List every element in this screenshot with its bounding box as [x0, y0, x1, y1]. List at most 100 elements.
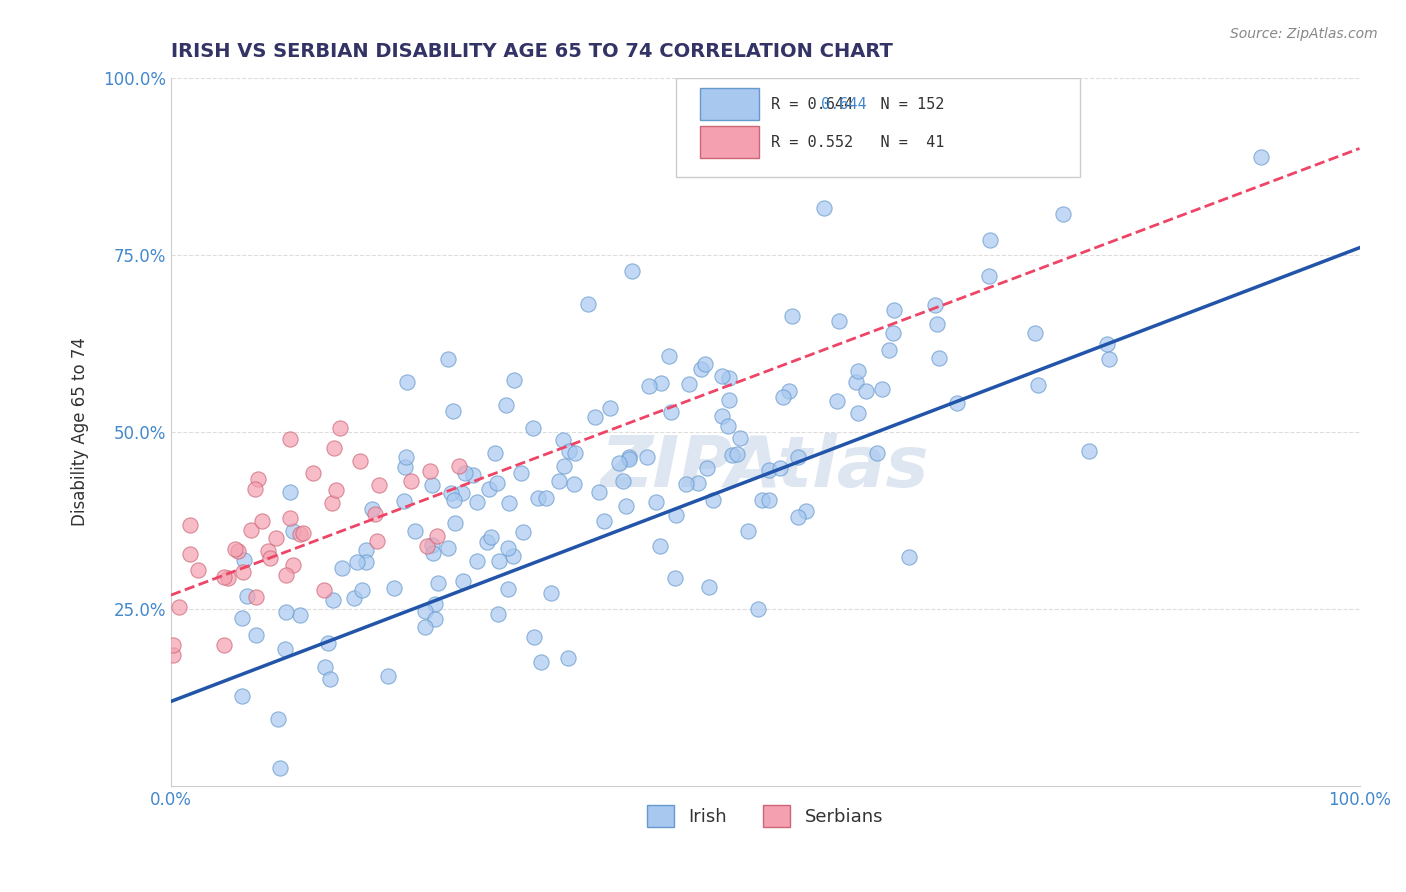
Irish: [495, 398, 517, 412]
Irish: [441, 403, 464, 417]
Irish: [599, 401, 621, 415]
FancyBboxPatch shape: [700, 88, 759, 120]
Irish: [827, 394, 849, 409]
Irish: [437, 541, 460, 556]
Irish: [523, 630, 546, 644]
Irish: [828, 314, 851, 328]
Serbians: [245, 590, 267, 604]
Irish: [564, 446, 586, 460]
Irish: [451, 486, 474, 500]
Irish: [576, 296, 599, 310]
Irish: [498, 496, 520, 510]
Serbians: [288, 526, 311, 541]
Irish: [269, 761, 291, 775]
Irish: [232, 553, 254, 567]
Irish: [1077, 443, 1099, 458]
Irish: [540, 586, 562, 600]
Serbians: [179, 547, 201, 561]
Irish: [716, 418, 738, 433]
Irish: [267, 713, 290, 727]
Irish: [786, 450, 808, 464]
Irish: [443, 493, 465, 508]
Serbians: [278, 511, 301, 525]
Irish: [772, 390, 794, 404]
Irish: [702, 492, 724, 507]
Serbians: [416, 539, 439, 553]
Serbians: [419, 464, 441, 478]
Serbians: [321, 496, 343, 510]
Irish: [728, 431, 751, 445]
Irish: [717, 393, 740, 408]
Serbians: [224, 541, 246, 556]
Irish: [509, 466, 531, 480]
Irish: [477, 534, 499, 549]
Irish: [711, 368, 734, 383]
Irish: [558, 443, 581, 458]
Irish: [1026, 377, 1049, 392]
Irish: [607, 456, 630, 470]
Irish: [496, 541, 519, 555]
Text: R = 0.552   N =  41: R = 0.552 N = 41: [770, 135, 945, 150]
Text: ZIPAtlas: ZIPAtlas: [600, 433, 929, 502]
Irish: [488, 607, 510, 621]
Irish: [1024, 326, 1046, 340]
Irish: [1098, 351, 1121, 366]
Text: Source: ZipAtlas.com: Source: ZipAtlas.com: [1230, 27, 1378, 41]
Irish: [342, 591, 364, 605]
Irish: [352, 583, 374, 598]
Text: 0.644: 0.644: [821, 97, 866, 112]
Irish: [866, 445, 889, 459]
Irish: [650, 376, 672, 391]
Serbians: [245, 482, 267, 496]
Serbians: [349, 454, 371, 468]
Irish: [675, 477, 697, 491]
Irish: [846, 364, 869, 378]
Irish: [619, 450, 641, 464]
Irish: [551, 434, 574, 448]
Irish: [314, 660, 336, 674]
Serbians: [187, 563, 209, 577]
Irish: [696, 461, 718, 475]
Irish: [897, 550, 920, 565]
Irish: [396, 375, 419, 389]
Serbians: [447, 458, 470, 473]
Irish: [276, 606, 298, 620]
Irish: [423, 597, 446, 611]
Irish: [747, 602, 769, 616]
Irish: [273, 642, 295, 657]
Irish: [877, 343, 900, 358]
Irish: [503, 373, 526, 387]
Irish: [657, 349, 679, 363]
Irish: [548, 474, 571, 488]
Irish: [437, 352, 460, 367]
Irish: [721, 448, 744, 462]
Irish: [451, 574, 474, 589]
Irish: [617, 452, 640, 467]
Irish: [465, 553, 488, 567]
Irish: [395, 450, 418, 464]
Irish: [423, 612, 446, 626]
Irish: [394, 459, 416, 474]
Irish: [360, 501, 382, 516]
Irish: [422, 546, 444, 560]
Irish: [318, 635, 340, 649]
Irish: [562, 476, 585, 491]
Serbians: [426, 529, 449, 543]
Irish: [925, 317, 948, 331]
Irish: [354, 543, 377, 558]
Irish: [236, 589, 259, 603]
Irish: [444, 516, 467, 530]
Serbians: [252, 514, 274, 528]
Irish: [718, 371, 741, 385]
Irish: [1095, 337, 1118, 351]
Irish: [392, 493, 415, 508]
Irish: [330, 560, 353, 574]
Irish: [924, 298, 946, 312]
Serbians: [264, 531, 287, 545]
Irish: [488, 554, 510, 568]
Irish: [592, 514, 614, 528]
Serbians: [363, 507, 385, 521]
Irish: [461, 468, 484, 483]
Serbians: [274, 567, 297, 582]
Irish: [638, 379, 661, 393]
